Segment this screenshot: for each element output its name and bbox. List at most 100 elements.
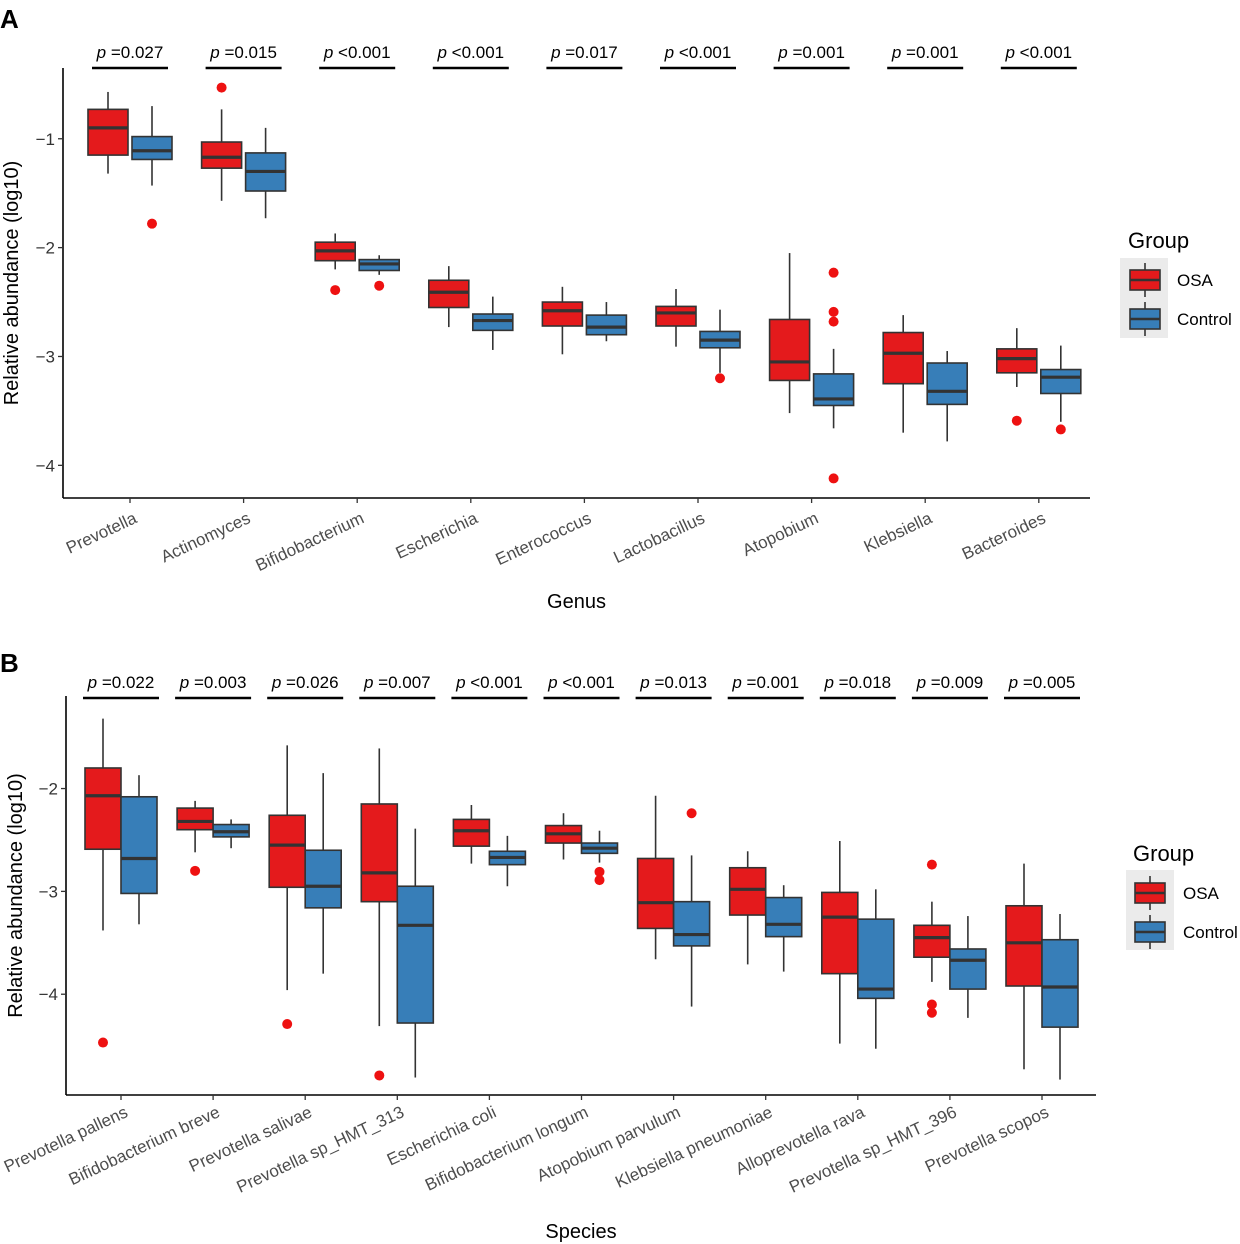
box-osa (200, 82, 243, 201)
panel-b: B −2 −3 −4 Species Relative abundance (log10)… (0, 648, 1238, 1243)
legend-title: Group (1128, 228, 1189, 253)
x-tick-label: Atopobium (740, 508, 822, 560)
y-tick-label: −3 (39, 882, 58, 901)
box-osa (84, 718, 122, 1048)
box-iqr (360, 803, 399, 903)
outlier-point (828, 306, 839, 317)
box-iqr (995, 348, 1038, 374)
legend-title: Group (1133, 841, 1194, 866)
box-iqr (672, 900, 711, 947)
outlier-point (828, 316, 839, 327)
p-value-label: p <0.001 (455, 673, 523, 692)
p-value-text: <0.001 (674, 43, 731, 62)
p-symbol: p (323, 43, 333, 62)
box-control (949, 916, 987, 1018)
box-osa (728, 851, 767, 965)
p-symbol: p (1004, 43, 1014, 62)
outlier-point (147, 218, 157, 229)
box-iqr (820, 891, 859, 975)
x-tick-label: Actinomyces (158, 508, 253, 566)
x-tick-label: Prevotella sp_HMT_313 (234, 1102, 407, 1196)
outlier-point (828, 267, 839, 278)
outlier-point (330, 285, 341, 296)
p-value-text: <0.001 (447, 43, 504, 62)
p-value-label: p <0.001 (1004, 43, 1072, 62)
box-osa (882, 315, 925, 433)
p-symbol: p (96, 43, 106, 62)
outlier-point (686, 808, 697, 819)
box-iqr (268, 814, 307, 889)
p-value-label: p <0.001 (664, 43, 732, 62)
p-value-label: p =0.001 (777, 43, 845, 62)
p-value-label: p =0.022 (87, 673, 155, 692)
outlier-point (594, 866, 605, 877)
x-axis-title: Species (545, 1221, 616, 1243)
x-tick-label: Bifidobacterium breve (66, 1102, 223, 1189)
p-symbol: p (209, 43, 219, 62)
box-control (1040, 345, 1082, 435)
box-control (926, 351, 969, 442)
box-osa (427, 266, 470, 328)
p-value-text: =0.026 (281, 673, 338, 692)
box-osa (314, 233, 357, 296)
box-iqr (200, 141, 243, 169)
y-tick-label: −3 (36, 347, 55, 366)
box-osa (768, 253, 811, 414)
p-value-label: p =0.018 (823, 673, 891, 692)
box-iqr (856, 918, 895, 1000)
x-axis-title: Genus (547, 591, 606, 613)
p-value-text: =0.017 (561, 43, 618, 62)
box-control (304, 773, 343, 974)
box-control (358, 255, 401, 291)
x-tick-label: Bacteroides (959, 508, 1048, 563)
y-tick-label: −2 (39, 780, 58, 799)
legend-key-control (1134, 915, 1166, 949)
box-osa (176, 800, 214, 876)
box-iqr (1040, 368, 1082, 395)
box-iqr (176, 807, 214, 831)
box-control (856, 889, 895, 1049)
box-iqr (764, 896, 803, 938)
p-value-text: =0.013 (650, 673, 707, 692)
p-symbol: p (777, 43, 787, 62)
outlier-point (216, 82, 227, 93)
y-tick-label: −4 (36, 456, 55, 475)
y-tick-label: −4 (39, 985, 58, 1004)
box-osa (913, 859, 951, 1018)
p-symbol: p (1008, 673, 1018, 692)
p-value-label: p =0.026 (271, 673, 339, 692)
p-value-text: =0.018 (834, 673, 891, 692)
p-value-label: p <0.001 (323, 43, 391, 62)
p-value-label: p =0.017 (550, 43, 618, 62)
x-tick-label: Lactobacillus (611, 508, 708, 567)
box-iqr (541, 301, 584, 327)
outlier-point (374, 280, 385, 291)
box-control (212, 819, 250, 849)
box-control (120, 775, 158, 925)
box-osa (541, 286, 584, 355)
box-iqr (427, 279, 470, 309)
p-value-label: p =0.003 (179, 673, 247, 692)
p-symbol: p (550, 43, 560, 62)
p-symbol: p (916, 673, 926, 692)
outlier-point (374, 1070, 385, 1081)
box-osa (1005, 863, 1043, 1070)
outlier-point (926, 1007, 937, 1018)
x-tick-label: Prevotella (63, 508, 140, 557)
p-value-text: <0.001 (1015, 43, 1072, 62)
p-value-text: =0.001 (742, 673, 799, 692)
box-iqr (84, 767, 122, 851)
panel-label: A (0, 4, 19, 34)
outlier-point (715, 373, 725, 384)
box-control (699, 309, 741, 384)
x-tick-label: Enterococcus (493, 508, 594, 569)
x-tick-label: Bifidobacterium longum (422, 1102, 591, 1194)
box-osa (360, 748, 399, 1081)
box-control (488, 835, 527, 887)
p-value-text: =0.001 (788, 43, 845, 62)
box-iqr (926, 362, 969, 406)
box-control (585, 302, 628, 342)
p-symbol: p (639, 673, 649, 692)
box-control (672, 808, 711, 1007)
